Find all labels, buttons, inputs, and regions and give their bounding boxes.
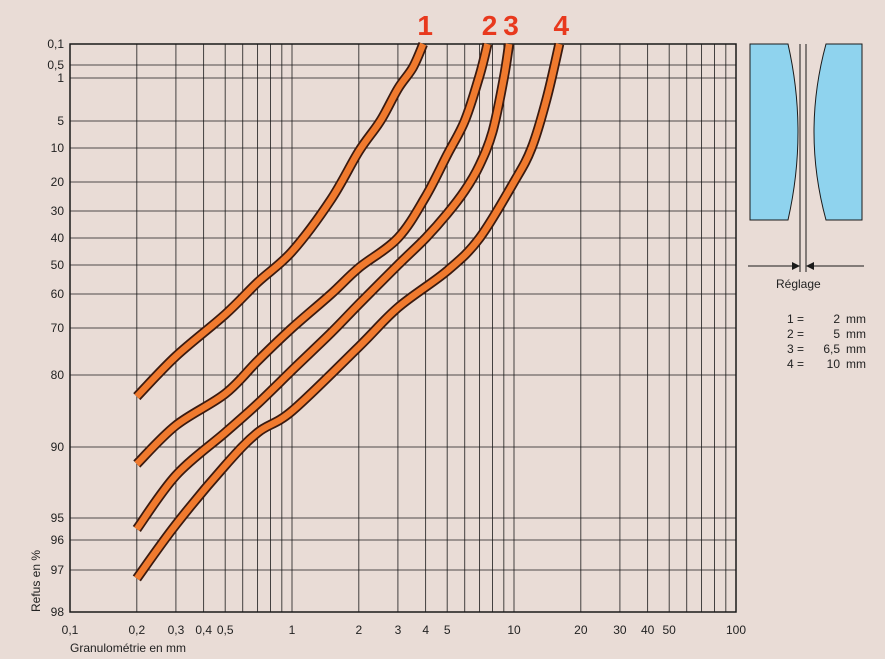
roller-left [749,43,799,221]
roller-right [813,43,863,221]
legend-key: 2 = [786,327,804,341]
x-tick-label: 40 [641,623,655,637]
x-tick-label: 2 [355,623,362,637]
y-tick-label: 10 [51,141,65,155]
curve-1 [134,42,427,399]
x-tick-label: 1 [289,623,296,637]
legend: 1 = 2 mm 2 = 5 mm 3 = 6,5 mm 4 = 10 mm [776,312,866,372]
legend-value: 6,5 [823,342,840,356]
y-tick-label: 20 [51,175,65,189]
y-tick-label: 96 [51,533,65,547]
y-tick-label: 30 [51,204,65,218]
y-tick-label: 5 [57,114,64,128]
curve-label-4: 4 [554,10,570,41]
axis-titles: Granulométrie en mm Refus en % [29,550,186,655]
y-tick-label: 40 [51,231,65,245]
x-axis-title: Granulométrie en mm [70,641,186,655]
legend-key: 1 = [786,312,804,326]
x-tick-label: 10 [507,623,521,637]
legend-key: 3 = [786,342,804,356]
x-tick-label: 30 [613,623,627,637]
x-tick-label: 0,1 [62,623,79,637]
arrow-left-head [792,262,800,270]
y-tick-label: 95 [51,511,65,525]
x-tick-label: 0,3 [168,623,185,637]
curve-2 [134,43,491,467]
legend-value: 2 [833,312,840,326]
y-tick-label: 1 [57,71,64,85]
legend-unit: mm [846,312,866,326]
x-tick-label: 0,2 [128,623,145,637]
x-tick-label: 3 [395,623,402,637]
y-tick-label: 60 [51,287,65,301]
y-tick-label: 80 [51,368,65,382]
x-tick-label: 20 [574,623,588,637]
curve-label-2: 2 [482,10,498,41]
legend-item: 4 = 10 mm [776,357,866,372]
legend-item: 1 = 2 mm [776,312,866,327]
legend-value: 10 [826,357,840,371]
legend-value: 5 [833,327,840,341]
x-tick-label: 0,5 [217,623,234,637]
x-tick-label: 50 [662,623,676,637]
y-tick-label: 97 [51,563,65,577]
y-axis-title: Refus en % [29,550,43,612]
x-tick-label: 100 [726,623,746,637]
curve-label-3: 3 [503,10,519,41]
curve-3 [134,43,513,531]
arrow-right-head [806,262,814,270]
x-tick-label: 0,4 [195,623,212,637]
y-tick-label: 98 [51,605,65,619]
curve-label-1: 1 [417,10,433,41]
legend-unit: mm [846,327,866,341]
legend-key: 4 = [786,357,804,371]
y-tick-label: 90 [51,440,65,454]
y-tick-label: 0,5 [47,58,64,72]
curve-outline-2 [133,42,493,468]
x-tick-label: 4 [422,623,429,637]
roller-diagram [748,43,864,272]
tick-labels: 0,1 0,2 0,3 0,4 0,5 1 2 3 4 5 10 20 30 40 50 1000,10,51… [47,37,746,637]
legend-unit: mm [846,342,866,356]
y-tick-label: 0,1 [47,37,64,51]
legend-title: Réglage [776,277,821,291]
legend-item: 3 = 6,5 mm [776,342,866,357]
curve-4 [134,43,563,581]
y-tick-label: 50 [51,258,65,272]
legend-unit: mm [846,357,866,371]
x-tick-label: 5 [444,623,451,637]
y-tick-label: 70 [51,321,65,335]
legend-item: 2 = 5 mm [776,327,866,342]
